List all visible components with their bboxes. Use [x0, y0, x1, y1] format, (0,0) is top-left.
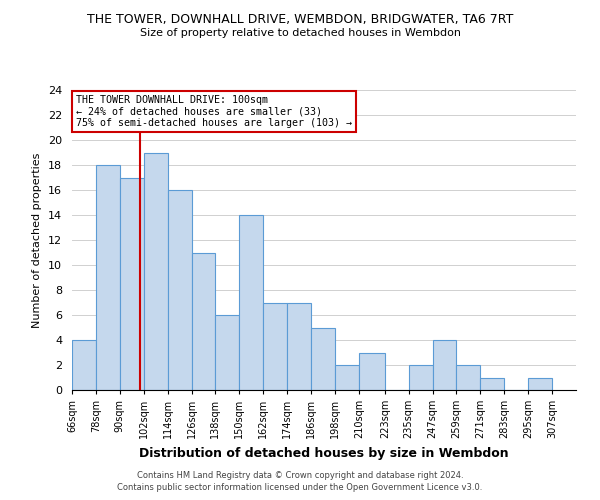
Bar: [144, 152, 167, 390]
Bar: [457, 365, 481, 390]
Bar: [433, 340, 457, 390]
Bar: [96, 165, 120, 390]
Bar: [167, 190, 191, 390]
Bar: [215, 315, 239, 390]
Bar: [287, 302, 311, 390]
Bar: [335, 365, 359, 390]
Bar: [120, 178, 144, 390]
X-axis label: Distribution of detached houses by size in Wembdon: Distribution of detached houses by size …: [139, 446, 509, 460]
Text: THE TOWER DOWNHALL DRIVE: 100sqm
← 24% of detached houses are smaller (33)
75% o: THE TOWER DOWNHALL DRIVE: 100sqm ← 24% o…: [76, 95, 352, 128]
Bar: [263, 302, 287, 390]
Bar: [239, 215, 263, 390]
Bar: [191, 252, 215, 390]
Bar: [359, 352, 385, 390]
Text: THE TOWER, DOWNHALL DRIVE, WEMBDON, BRIDGWATER, TA6 7RT: THE TOWER, DOWNHALL DRIVE, WEMBDON, BRID…: [87, 12, 513, 26]
Bar: [481, 378, 504, 390]
Text: Contains HM Land Registry data © Crown copyright and database right 2024.
Contai: Contains HM Land Registry data © Crown c…: [118, 471, 482, 492]
Bar: [311, 328, 335, 390]
Bar: [72, 340, 96, 390]
Bar: [409, 365, 433, 390]
Y-axis label: Number of detached properties: Number of detached properties: [32, 152, 43, 328]
Bar: [528, 378, 552, 390]
Text: Size of property relative to detached houses in Wembdon: Size of property relative to detached ho…: [139, 28, 461, 38]
